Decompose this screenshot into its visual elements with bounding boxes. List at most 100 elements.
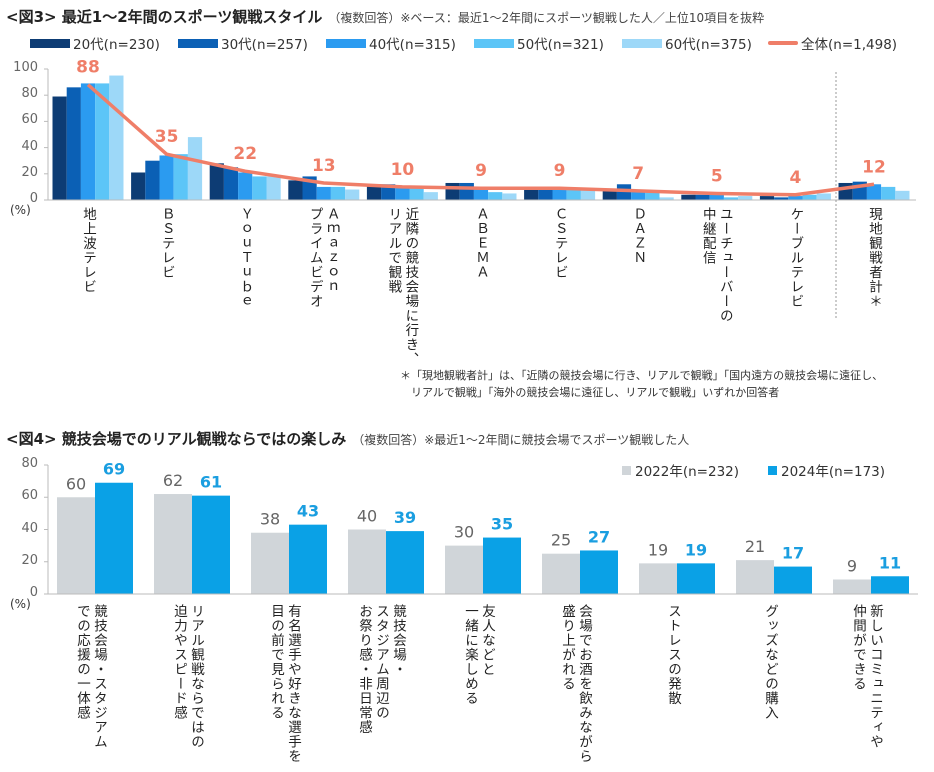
legend-label: 30代(n=257) (221, 37, 308, 53)
value-label: 19 (648, 540, 668, 559)
bar-60代 (580, 188, 596, 200)
bar-40代 (238, 172, 253, 200)
x-category-label: Ａｍａｚｏｎ プライムビデオ (306, 207, 340, 309)
bar-20代 (445, 182, 460, 200)
bar-2022年 (542, 553, 580, 594)
bar-40代 (866, 184, 882, 200)
chart1-footnote: ＊「現地観戦者計」は、「近隣の競技会場に行き、リアルで観戦」「国内遠方の競技会場… (400, 369, 884, 399)
legend-item: 2022年(n=232) (622, 460, 739, 480)
x-category-label: ケーブルテレビ (787, 207, 804, 309)
value-label: 40 (357, 507, 377, 526)
legend-swatch (474, 38, 514, 48)
x-category-label: ストレスの発散 (665, 604, 681, 706)
legend-label: 2024年(n=173) (781, 464, 886, 480)
x-category-label: 現地観戦者計＊ (866, 207, 882, 309)
bar-20代 (52, 96, 67, 200)
bar-2022年 (251, 532, 289, 594)
value-label: 25 (551, 531, 571, 550)
bar-60代 (895, 190, 910, 200)
bar-50代 (173, 154, 188, 200)
bar-2022年 (154, 494, 192, 594)
legend-item-total: 全体(n=1,498) (768, 33, 897, 53)
y-tick-label: 0 (29, 191, 38, 206)
chart1-subtitle: （複数回答）※ベース：最近1～2年間にスポーツ観戦した人／上位10項目を抜粋 (328, 11, 765, 25)
bar-40代 (631, 189, 646, 200)
bar-40代 (80, 83, 96, 200)
x-category-label: 競技会場・ スタジアム周辺の お祭り感・非日常感 (356, 604, 406, 735)
bar-20代 (681, 194, 696, 200)
value-label: 43 (297, 502, 319, 521)
total-value-label: 4 (789, 168, 801, 188)
x-category-label: 有名選手や好きな選手を 目の前で見られる (268, 604, 301, 764)
bar-50代 (723, 197, 739, 200)
bar-50代 (488, 192, 503, 200)
legend-item: 20代(n=230) (30, 33, 160, 53)
bar-30代 (66, 87, 81, 200)
bar-20代 (366, 184, 382, 200)
value-label: 21 (745, 537, 765, 556)
total-value-label: 9 (475, 161, 487, 181)
legend-label: 20代(n=230) (73, 37, 160, 53)
bar-60代 (266, 176, 281, 200)
y-tick-label: 60 (21, 112, 38, 128)
total-value-label: 13 (312, 156, 336, 176)
x-category-label: 新しいコミュニティや 仲間ができる (850, 604, 883, 749)
value-label: 19 (685, 540, 707, 559)
bar-40代 (709, 192, 724, 200)
chart2-title-row: <図4> 競技会場でのリアル観戦ならではの楽しみ （複数回答）※最近1～2年間に競… (6, 428, 689, 449)
bar-20代 (838, 182, 853, 200)
x-category-label: ＤＡＺＮ (630, 207, 647, 265)
legend-label: 60代(n=375) (665, 37, 752, 53)
bar-40代 (788, 196, 803, 200)
bar-40代 (395, 186, 410, 200)
legend-swatch (622, 465, 631, 475)
legend-item: 60代(n=375) (622, 33, 752, 53)
total-value-label: 88 (76, 58, 100, 78)
legend-item: 50代(n=321) (474, 33, 604, 53)
legend-label: 50代(n=321) (517, 37, 604, 53)
bar-60代 (659, 197, 674, 200)
bar-50代 (645, 192, 660, 200)
legend-swatch (178, 38, 218, 48)
bar-60代 (816, 193, 831, 200)
bar-30代 (616, 184, 632, 200)
bar-20代 (131, 172, 146, 200)
x-category-label: 地上波テレビ (80, 207, 96, 294)
bar-2022年 (639, 563, 677, 594)
total-value-label: 10 (391, 160, 415, 180)
value-label: 69 (103, 460, 125, 479)
legend-swatch (768, 465, 777, 475)
bar-30代 (695, 194, 710, 200)
total-value-label: 12 (862, 157, 886, 177)
chart2-subtitle: （複数回答）※最近1～2年間に競技会場でスポーツ観戦した人 (352, 433, 690, 447)
y-tick-label: 20 (21, 164, 38, 180)
bar-40代 (552, 188, 567, 200)
bar-2022年 (736, 560, 774, 594)
value-label: 62 (163, 471, 183, 490)
bar-40代 (316, 186, 331, 200)
bar-50代 (881, 186, 896, 200)
legend-swatch (622, 38, 662, 48)
y-tick-label: 40 (21, 520, 38, 536)
bar-60代 (738, 196, 753, 200)
bar-20代 (759, 196, 775, 200)
x-category-label: リアル観戦ならではの 迫力やスピード感 (171, 604, 204, 749)
x-category-label: 近隣の競技会場に行き、 リアルで観戦 (385, 207, 419, 367)
value-label: 30 (454, 523, 474, 542)
bar-30代 (459, 182, 474, 200)
y-tick-label: 80 (21, 86, 38, 102)
bar-60代 (187, 137, 203, 200)
bar-30代 (381, 184, 396, 200)
x-category-label: 友人などと 一緒に楽しめる (462, 604, 495, 706)
total-value-label: 7 (632, 164, 644, 184)
value-label: 60 (66, 474, 86, 493)
x-category-label: ＹｏｕＴｕｂｅ (237, 207, 254, 309)
bar-50代 (409, 186, 424, 200)
total-value-label: 22 (233, 144, 257, 164)
value-label: 9 (847, 556, 857, 575)
bar-30代 (774, 197, 789, 200)
bar-40代 (473, 188, 489, 200)
bar-2024年 (774, 566, 812, 594)
bar-2024年 (871, 576, 909, 594)
y-tick-label: 80 (21, 456, 38, 471)
